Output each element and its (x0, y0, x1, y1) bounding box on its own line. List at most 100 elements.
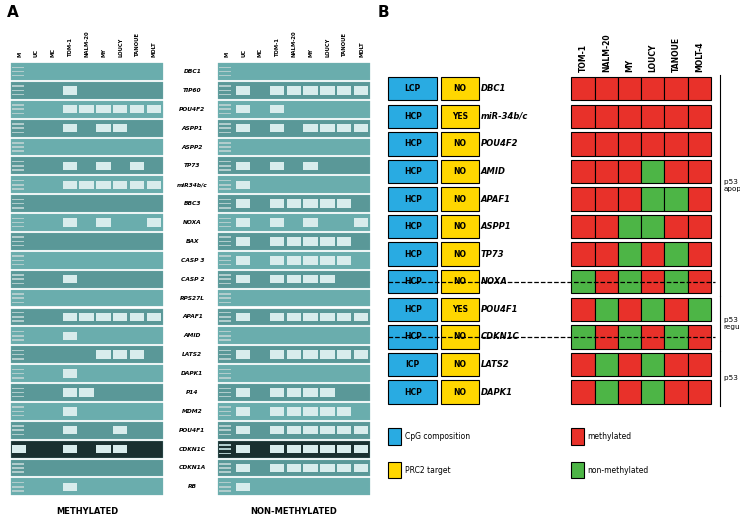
Bar (320, 275, 334, 283)
Bar (219, 240, 231, 242)
Bar (236, 256, 250, 265)
Bar (219, 482, 231, 483)
Bar (147, 105, 161, 114)
Bar (11, 327, 163, 344)
Bar (147, 180, 161, 189)
Bar (12, 142, 24, 144)
Text: UC: UC (34, 49, 39, 57)
Text: METHYLATED: METHYLATED (56, 507, 118, 515)
Bar (441, 187, 479, 211)
Bar (219, 425, 231, 427)
Bar (236, 313, 250, 321)
Bar (388, 381, 437, 404)
Bar (12, 490, 24, 492)
Bar (219, 236, 231, 238)
Bar (12, 207, 24, 209)
Bar (269, 86, 284, 95)
Text: NON-METHYLATED: NON-METHYLATED (251, 507, 337, 515)
Bar (354, 351, 369, 359)
Bar (441, 160, 479, 183)
Text: TANOUE: TANOUE (672, 37, 681, 72)
Text: A: A (7, 5, 19, 20)
Text: POU4F2: POU4F2 (179, 107, 206, 112)
Bar (595, 104, 618, 128)
Bar (12, 406, 24, 408)
Bar (11, 195, 163, 212)
Bar (12, 260, 24, 261)
Bar (12, 467, 24, 469)
Bar (219, 85, 231, 87)
Bar (62, 445, 77, 453)
Bar (219, 444, 231, 446)
Text: APAF1: APAF1 (481, 194, 511, 204)
Bar (441, 242, 479, 266)
Bar (687, 215, 711, 238)
Bar (687, 132, 711, 156)
Bar (11, 176, 163, 193)
Bar (147, 218, 161, 227)
Bar (441, 298, 479, 321)
Text: HCP: HCP (404, 332, 422, 341)
Bar (286, 464, 301, 472)
Bar (96, 124, 110, 132)
Text: M: M (224, 52, 229, 57)
Bar (219, 301, 231, 303)
Bar (113, 445, 127, 453)
Bar (665, 270, 687, 294)
Bar (11, 290, 163, 307)
Bar (219, 452, 231, 454)
Bar (219, 369, 231, 370)
Bar (388, 462, 401, 478)
Bar (571, 270, 595, 294)
Bar (641, 353, 665, 376)
Bar (337, 313, 351, 321)
Text: methylated: methylated (588, 432, 632, 441)
Bar (12, 463, 24, 465)
Text: p53 cell cycle
regulation: p53 cell cycle regulation (724, 316, 740, 330)
Text: DAPK1: DAPK1 (481, 388, 513, 397)
Bar (337, 200, 351, 208)
Bar (219, 406, 231, 408)
Bar (218, 214, 370, 231)
Bar (218, 63, 370, 80)
Text: TANOUE: TANOUE (342, 33, 347, 57)
Bar (595, 187, 618, 211)
Bar (441, 77, 479, 100)
Bar (571, 160, 595, 183)
Bar (571, 381, 595, 404)
Bar (354, 445, 369, 453)
Bar (269, 124, 284, 132)
Text: LOUCY: LOUCY (326, 38, 330, 57)
Text: NO: NO (454, 360, 466, 369)
Bar (269, 105, 284, 114)
Bar (219, 335, 231, 337)
Text: ICP: ICP (406, 360, 420, 369)
Bar (12, 388, 24, 389)
Bar (388, 104, 437, 128)
Bar (218, 346, 370, 363)
Bar (571, 242, 595, 266)
Bar (96, 162, 110, 170)
Bar (354, 464, 369, 472)
Bar (219, 312, 231, 313)
Bar (286, 237, 301, 246)
Text: ASPP1: ASPP1 (481, 222, 511, 231)
Bar (11, 158, 163, 174)
Bar (130, 105, 144, 114)
Bar (12, 236, 24, 238)
Bar (219, 490, 231, 492)
Bar (219, 104, 231, 106)
Bar (219, 358, 231, 360)
Bar (219, 373, 231, 374)
Text: MOLT: MOLT (152, 41, 157, 57)
Bar (219, 430, 231, 431)
Text: CDKN1C: CDKN1C (481, 332, 519, 341)
Bar (219, 415, 231, 416)
Bar (12, 255, 24, 257)
Bar (12, 199, 24, 200)
Bar (12, 472, 24, 473)
Text: TOM-1: TOM-1 (67, 38, 73, 57)
Bar (388, 160, 437, 183)
Text: LATS2: LATS2 (182, 352, 203, 357)
Bar (303, 162, 317, 170)
